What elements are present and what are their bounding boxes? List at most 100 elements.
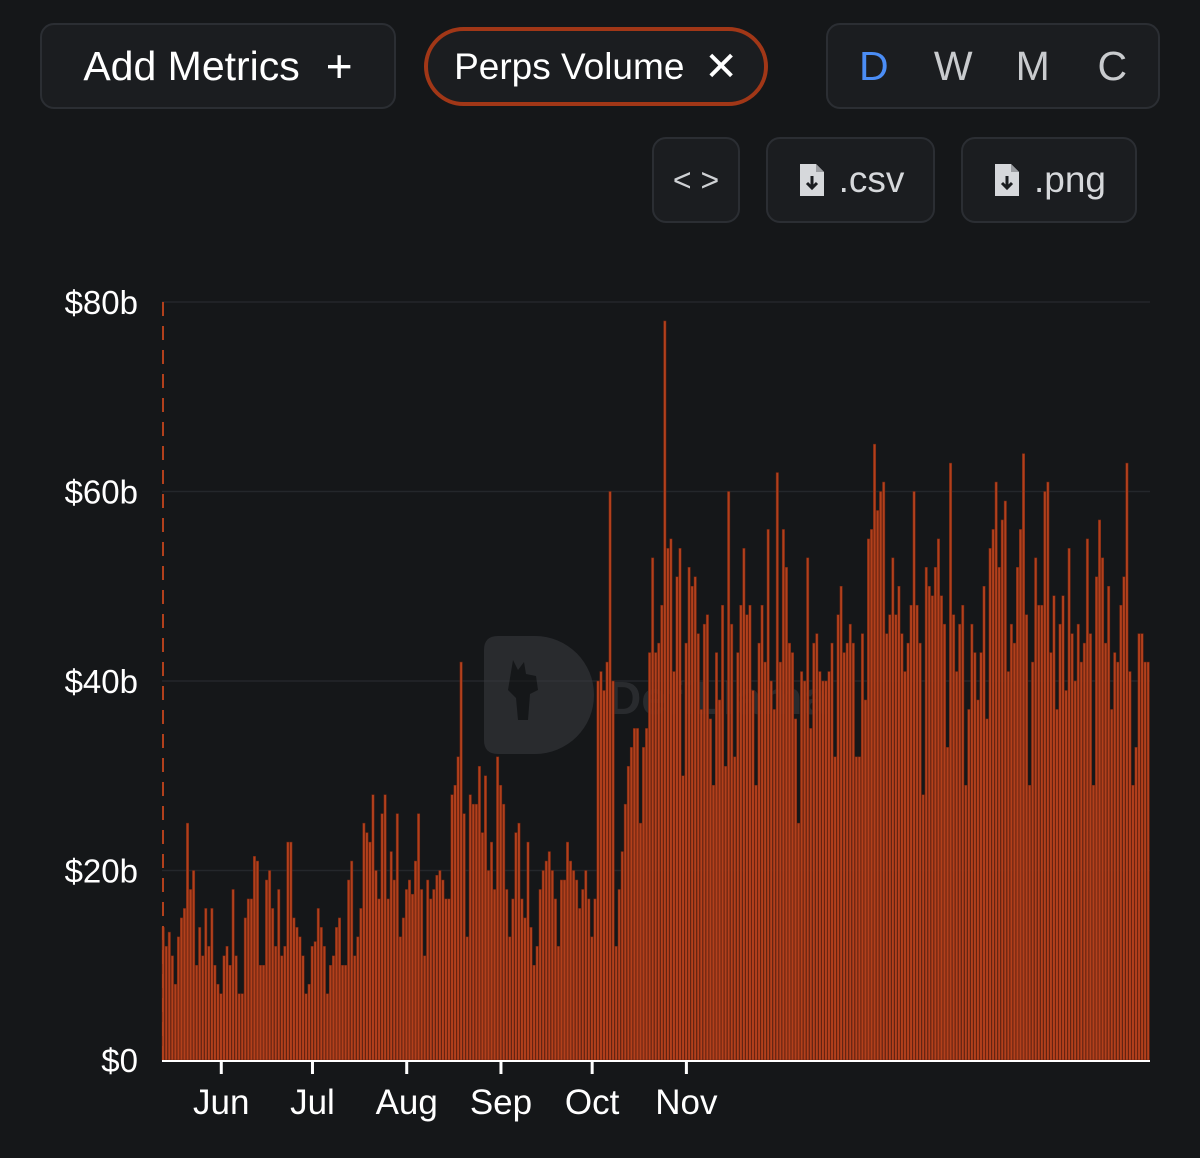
- volume-bar[interactable]: [1128, 671, 1132, 1061]
- volume-bar[interactable]: [170, 955, 174, 1061]
- volume-bar[interactable]: [651, 557, 655, 1061]
- volume-bar[interactable]: [1122, 576, 1126, 1061]
- volume-bar[interactable]: [918, 642, 922, 1061]
- volume-bar[interactable]: [696, 633, 700, 1061]
- volume-bar[interactable]: [222, 955, 226, 1061]
- volume-bar[interactable]: [715, 652, 718, 1061]
- volume-bar[interactable]: [1073, 680, 1077, 1061]
- volume-bar[interactable]: [958, 623, 962, 1061]
- volume-bar[interactable]: [815, 633, 819, 1061]
- volume-bar[interactable]: [985, 718, 989, 1061]
- volume-bar[interactable]: [474, 803, 478, 1061]
- volume-bar[interactable]: [596, 680, 600, 1061]
- volume-bar[interactable]: [888, 614, 892, 1061]
- volume-bar[interactable]: [602, 690, 606, 1061]
- volume-bar[interactable]: [487, 870, 490, 1061]
- volume-bar[interactable]: [693, 576, 697, 1061]
- volume-bar[interactable]: [1113, 652, 1117, 1061]
- volume-bar[interactable]: [745, 614, 749, 1061]
- volume-bar[interactable]: [198, 927, 202, 1061]
- volume-bar[interactable]: [718, 699, 722, 1061]
- volume-bar[interactable]: [1046, 481, 1050, 1061]
- volume-bar[interactable]: [593, 898, 597, 1061]
- volume-bar[interactable]: [216, 983, 220, 1061]
- volume-bar[interactable]: [639, 822, 642, 1061]
- volume-bar[interactable]: [335, 927, 338, 1061]
- volume-bar[interactable]: [368, 841, 372, 1061]
- volume-bar[interactable]: [204, 908, 208, 1061]
- volume-bar[interactable]: [280, 955, 284, 1061]
- volume-bar[interactable]: [468, 794, 472, 1061]
- volume-bar[interactable]: [1037, 604, 1041, 1061]
- volume-bar[interactable]: [173, 983, 177, 1061]
- volume-bar[interactable]: [645, 728, 649, 1061]
- volume-bar[interactable]: [483, 775, 487, 1061]
- volume-bar[interactable]: [331, 955, 335, 1061]
- volume-bar[interactable]: [1028, 784, 1032, 1061]
- volume-bar[interactable]: [851, 642, 855, 1061]
- volume-bar[interactable]: [1055, 709, 1059, 1061]
- volume-bar[interactable]: [1104, 642, 1108, 1061]
- volume-bar[interactable]: [885, 633, 889, 1061]
- volume-bar[interactable]: [553, 898, 557, 1061]
- volume-bar[interactable]: [517, 822, 521, 1061]
- volume-bar[interactable]: [915, 604, 919, 1061]
- volume-bar[interactable]: [687, 567, 691, 1061]
- volume-bar[interactable]: [991, 529, 995, 1061]
- volume-bar[interactable]: [781, 529, 785, 1061]
- volume-bar[interactable]: [556, 946, 560, 1061]
- volume-bar[interactable]: [286, 841, 290, 1061]
- volume-bar[interactable]: [1119, 604, 1123, 1061]
- volume-bar[interactable]: [453, 784, 457, 1061]
- volume-bar[interactable]: [955, 671, 959, 1061]
- volume-bar[interactable]: [1067, 548, 1071, 1061]
- volume-bar[interactable]: [572, 870, 576, 1061]
- volume-bar[interactable]: [629, 747, 633, 1061]
- volume-bar[interactable]: [1043, 491, 1047, 1061]
- volume-bar[interactable]: [973, 652, 977, 1061]
- volume-bar[interactable]: [1091, 784, 1095, 1061]
- volume-bar[interactable]: [377, 898, 381, 1061]
- volume-bar[interactable]: [1031, 661, 1035, 1061]
- volume-bar[interactable]: [784, 567, 788, 1061]
- volume-bar[interactable]: [787, 642, 791, 1061]
- volume-bar[interactable]: [818, 671, 822, 1061]
- volume-bar[interactable]: [791, 652, 794, 1061]
- volume-bar[interactable]: [824, 680, 828, 1061]
- volume-bar[interactable]: [903, 671, 907, 1061]
- volume-bar[interactable]: [371, 794, 375, 1061]
- volume-bar[interactable]: [189, 889, 193, 1061]
- volume-bar[interactable]: [407, 879, 411, 1061]
- volume-bar[interactable]: [733, 756, 737, 1061]
- volume-bar[interactable]: [213, 965, 217, 1061]
- volume-bar[interactable]: [730, 623, 734, 1061]
- volume-bar[interactable]: [161, 927, 165, 1061]
- volume-bar[interactable]: [1009, 623, 1013, 1061]
- volume-bar[interactable]: [909, 604, 913, 1061]
- volume-bar[interactable]: [970, 623, 974, 1061]
- volume-bar[interactable]: [1098, 519, 1102, 1061]
- volume-bar[interactable]: [529, 927, 533, 1061]
- volume-bar[interactable]: [462, 813, 466, 1061]
- period-cumulative[interactable]: C: [1097, 42, 1128, 89]
- period-month[interactable]: M: [1015, 42, 1050, 89]
- volume-bar[interactable]: [386, 898, 390, 1061]
- volume-bar[interactable]: [395, 813, 399, 1061]
- volume-bar[interactable]: [976, 699, 980, 1061]
- volume-bar[interactable]: [1034, 557, 1038, 1061]
- volume-bar[interactable]: [794, 718, 798, 1061]
- volume-bar[interactable]: [766, 529, 770, 1061]
- volume-bar[interactable]: [252, 856, 256, 1061]
- volume-bar[interactable]: [906, 642, 910, 1061]
- volume-bar[interactable]: [471, 803, 475, 1061]
- volume-bar[interactable]: [946, 747, 950, 1061]
- volume-bar[interactable]: [176, 936, 180, 1061]
- volume-bar[interactable]: [803, 680, 807, 1061]
- volume-bar[interactable]: [626, 766, 630, 1061]
- volume-bar[interactable]: [800, 671, 804, 1061]
- volume-bar[interactable]: [1116, 661, 1120, 1061]
- volume-bar[interactable]: [566, 841, 570, 1061]
- volume-bar[interactable]: [952, 614, 956, 1061]
- volume-bar[interactable]: [617, 889, 621, 1061]
- volume-bar[interactable]: [900, 633, 904, 1061]
